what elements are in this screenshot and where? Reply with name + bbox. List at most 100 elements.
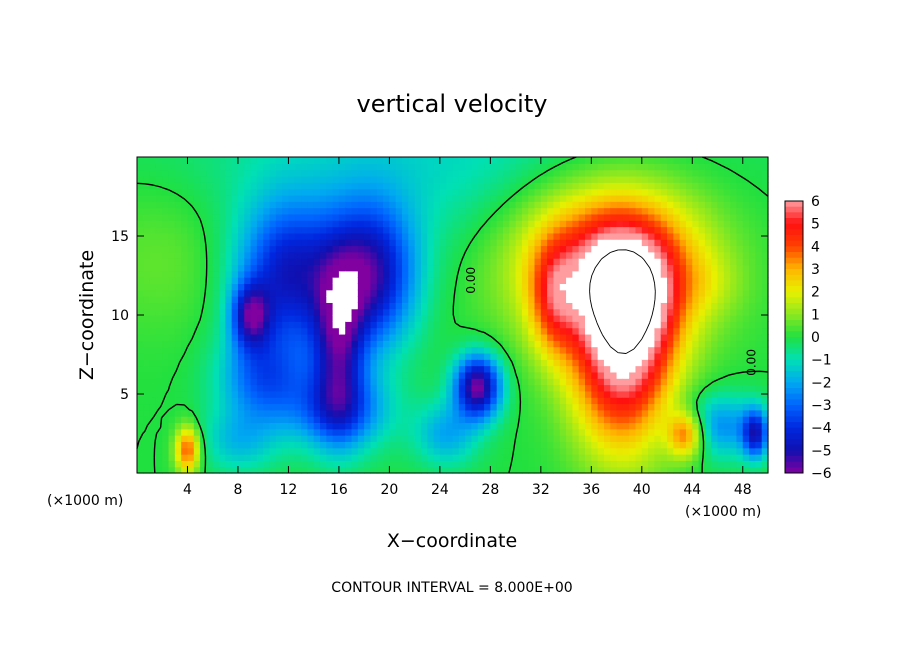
heatmap-cell [641,422,649,430]
heatmap-cell [351,169,359,177]
heatmap-cell [187,232,195,240]
heatmap-cell [477,403,485,411]
heatmap-cell [427,232,435,240]
heatmap-cell [496,245,504,253]
heatmap-cell [420,365,428,373]
heatmap-cell [219,207,226,215]
heatmap-cell [502,390,510,398]
heatmap-cell [389,169,397,177]
heatmap-cell [465,352,473,360]
heatmap-cell [723,327,731,335]
heatmap-cell [515,397,523,405]
heatmap-cell [319,175,327,183]
heatmap-cell [458,333,466,341]
heatmap-cell [723,416,731,424]
heatmap-cell [206,447,214,455]
chart-title: vertical velocity [357,90,548,118]
heatmap-cell [155,207,163,215]
heatmap-cell [534,346,542,354]
heatmap-cell [420,289,428,297]
heatmap-cell [471,207,479,215]
heatmap-cell [660,220,668,228]
heatmap-cell [559,397,567,405]
heatmap-cell [742,466,750,474]
heatmap-cell [597,157,605,164]
heatmap-cell [711,264,719,272]
heatmap-cell [685,258,693,266]
heatmap-cell [439,289,447,297]
heatmap-cell [616,352,624,360]
heatmap-cell [711,188,719,196]
heatmap-cell [181,359,189,367]
heatmap-cell [319,447,327,455]
heatmap-cell [553,264,561,272]
heatmap-cell [206,416,214,424]
heatmap-cell [603,258,611,266]
heatmap-cell [578,384,586,392]
heatmap-cell [749,340,756,348]
heatmap-cell [193,460,201,468]
heatmap-cell [698,220,706,228]
heatmap-cell [282,466,290,474]
heatmap-cell [446,258,454,266]
heatmap-cell [566,302,573,310]
heatmap-cell [376,384,384,392]
heatmap-cell [149,296,157,303]
heatmap-cell [528,441,536,449]
heatmap-cell [282,283,290,291]
heatmap-cell [761,194,769,202]
heatmap-cell [667,435,674,442]
heatmap-cell [137,213,144,221]
heatmap-cell [667,384,674,392]
heatmap-cell [471,365,479,373]
heatmap-cell [376,397,384,405]
heatmap-cell [761,270,769,278]
heatmap-cell [313,182,321,190]
heatmap-cell [168,157,176,164]
heatmap-cell [237,454,245,461]
heatmap-cell [578,182,586,190]
heatmap-cell [414,175,422,183]
heatmap-cell [420,258,428,266]
heatmap-cell [616,283,624,291]
heatmap-cell [439,321,447,329]
heatmap-cell [622,397,630,405]
heatmap-cell [231,466,239,474]
heatmap-cell [742,315,750,322]
heatmap-cell [509,207,517,215]
heatmap-cell [357,264,365,272]
heatmap-cell [174,397,182,405]
heatmap-cell [692,352,700,360]
heatmap-cell [534,378,542,386]
heatmap-cell [736,302,744,310]
heatmap-cell [698,245,706,253]
heatmap-cell [559,352,567,360]
heatmap-cell [616,163,624,171]
heatmap-cell [553,182,561,190]
heatmap-cell [509,239,517,247]
heatmap-cell [282,378,290,386]
heatmap-cell [711,302,719,310]
heatmap-cell [250,365,258,373]
heatmap-cell [250,397,258,405]
heatmap-cell [749,409,756,417]
heatmap-cell [402,296,409,303]
heatmap-cell [137,447,144,455]
heatmap-cell [660,359,668,367]
heatmap-cell [629,428,637,436]
heatmap-cell [528,245,536,253]
heatmap-cell [282,333,290,341]
heatmap-cell [219,302,226,310]
heatmap-cell [187,441,195,449]
heatmap-cell [578,220,586,228]
heatmap-cell [250,270,258,278]
heatmap-cell [572,365,580,373]
heatmap-cell [465,283,473,291]
heatmap-cell [547,346,555,354]
heatmap-cell [654,441,662,449]
heatmap-cell [446,352,454,360]
heatmap-cell [591,308,599,316]
heatmap-cell [282,359,290,367]
heatmap-cell [490,220,498,228]
heatmap-cell [547,428,555,436]
